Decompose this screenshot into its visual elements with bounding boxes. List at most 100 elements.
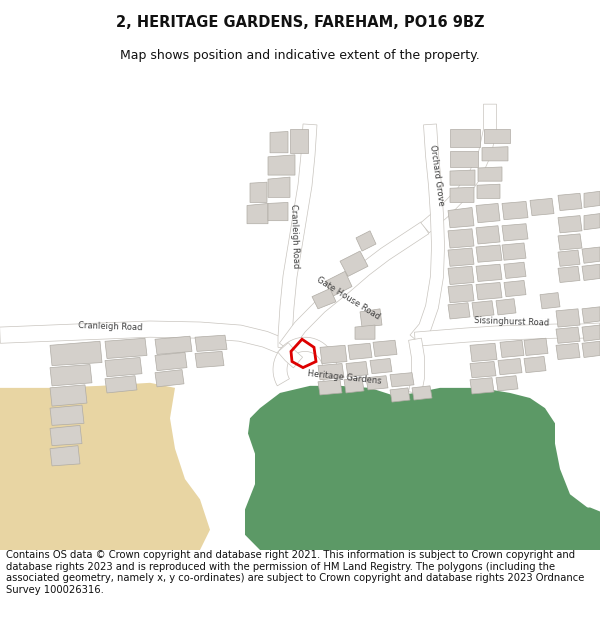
Polygon shape bbox=[366, 376, 388, 390]
Polygon shape bbox=[278, 124, 317, 348]
Polygon shape bbox=[470, 361, 496, 378]
Text: Heritage Gardens: Heritage Gardens bbox=[307, 369, 383, 386]
Polygon shape bbox=[356, 231, 376, 251]
Polygon shape bbox=[273, 338, 337, 386]
Polygon shape bbox=[0, 382, 210, 550]
Polygon shape bbox=[582, 307, 600, 323]
Polygon shape bbox=[410, 124, 445, 344]
Polygon shape bbox=[558, 250, 580, 266]
Polygon shape bbox=[344, 378, 364, 393]
Polygon shape bbox=[502, 224, 528, 241]
Polygon shape bbox=[582, 264, 600, 281]
Polygon shape bbox=[318, 380, 342, 395]
Polygon shape bbox=[484, 129, 510, 142]
Polygon shape bbox=[370, 359, 392, 374]
Polygon shape bbox=[448, 302, 470, 319]
Polygon shape bbox=[325, 271, 352, 297]
Polygon shape bbox=[502, 243, 526, 260]
Polygon shape bbox=[504, 262, 526, 278]
Polygon shape bbox=[280, 222, 429, 352]
Text: Orchard Grove: Orchard Grove bbox=[428, 144, 446, 206]
Polygon shape bbox=[477, 184, 500, 198]
Polygon shape bbox=[558, 266, 580, 282]
Text: Contains OS data © Crown copyright and database right 2021. This information is : Contains OS data © Crown copyright and d… bbox=[6, 550, 584, 595]
Polygon shape bbox=[50, 446, 80, 466]
Polygon shape bbox=[470, 343, 497, 361]
Polygon shape bbox=[270, 131, 288, 152]
Polygon shape bbox=[155, 369, 184, 387]
Polygon shape bbox=[373, 340, 397, 356]
Polygon shape bbox=[584, 214, 600, 230]
Polygon shape bbox=[558, 193, 582, 211]
Polygon shape bbox=[558, 216, 582, 233]
Polygon shape bbox=[318, 364, 344, 380]
Text: Sissinghurst Road: Sissinghurst Road bbox=[475, 316, 550, 328]
Polygon shape bbox=[360, 309, 382, 327]
Polygon shape bbox=[482, 147, 508, 161]
Polygon shape bbox=[524, 338, 548, 356]
Polygon shape bbox=[390, 388, 410, 402]
Polygon shape bbox=[105, 338, 147, 359]
Polygon shape bbox=[278, 342, 302, 368]
Polygon shape bbox=[582, 247, 600, 263]
Polygon shape bbox=[50, 426, 82, 446]
Polygon shape bbox=[448, 208, 474, 227]
Polygon shape bbox=[320, 346, 347, 364]
Polygon shape bbox=[476, 282, 502, 300]
Polygon shape bbox=[155, 352, 187, 371]
Polygon shape bbox=[448, 229, 474, 248]
Polygon shape bbox=[584, 191, 600, 208]
Polygon shape bbox=[105, 376, 137, 393]
Polygon shape bbox=[390, 372, 414, 387]
Polygon shape bbox=[450, 129, 480, 147]
Polygon shape bbox=[476, 204, 500, 222]
Polygon shape bbox=[498, 359, 522, 375]
Polygon shape bbox=[502, 201, 528, 219]
Polygon shape bbox=[195, 351, 224, 368]
Polygon shape bbox=[312, 289, 336, 309]
Polygon shape bbox=[448, 284, 474, 302]
Polygon shape bbox=[415, 323, 600, 346]
Polygon shape bbox=[504, 281, 526, 297]
Polygon shape bbox=[346, 361, 368, 377]
Polygon shape bbox=[50, 341, 102, 366]
Polygon shape bbox=[496, 376, 518, 391]
Polygon shape bbox=[450, 151, 478, 167]
Polygon shape bbox=[412, 386, 432, 400]
Polygon shape bbox=[348, 343, 372, 359]
Polygon shape bbox=[247, 204, 268, 224]
Polygon shape bbox=[268, 202, 288, 221]
Polygon shape bbox=[500, 340, 524, 357]
Polygon shape bbox=[155, 336, 192, 354]
Polygon shape bbox=[582, 341, 600, 357]
Text: Gate House Road: Gate House Road bbox=[314, 276, 382, 322]
Polygon shape bbox=[50, 385, 87, 406]
Polygon shape bbox=[450, 170, 475, 185]
Polygon shape bbox=[268, 155, 295, 175]
Polygon shape bbox=[409, 338, 424, 394]
Polygon shape bbox=[476, 245, 502, 262]
Polygon shape bbox=[50, 405, 84, 426]
Polygon shape bbox=[195, 335, 227, 351]
Polygon shape bbox=[448, 248, 474, 266]
Polygon shape bbox=[421, 104, 497, 232]
Polygon shape bbox=[556, 327, 580, 343]
Text: Map shows position and indicative extent of the property.: Map shows position and indicative extent… bbox=[120, 49, 480, 62]
Polygon shape bbox=[558, 508, 600, 540]
Text: 2, HERITAGE GARDENS, FAREHAM, PO16 9BZ: 2, HERITAGE GARDENS, FAREHAM, PO16 9BZ bbox=[116, 14, 484, 29]
Polygon shape bbox=[540, 292, 560, 309]
Polygon shape bbox=[245, 386, 600, 550]
Polygon shape bbox=[530, 198, 554, 216]
Polygon shape bbox=[268, 177, 290, 198]
Polygon shape bbox=[290, 129, 308, 152]
Polygon shape bbox=[472, 301, 494, 317]
Polygon shape bbox=[448, 266, 474, 284]
Polygon shape bbox=[50, 364, 92, 386]
Polygon shape bbox=[450, 188, 474, 202]
Polygon shape bbox=[355, 325, 375, 339]
Polygon shape bbox=[496, 299, 516, 315]
Polygon shape bbox=[0, 321, 288, 355]
Text: Cranleigh Road: Cranleigh Road bbox=[77, 321, 142, 332]
Polygon shape bbox=[524, 356, 546, 372]
Polygon shape bbox=[470, 378, 494, 394]
